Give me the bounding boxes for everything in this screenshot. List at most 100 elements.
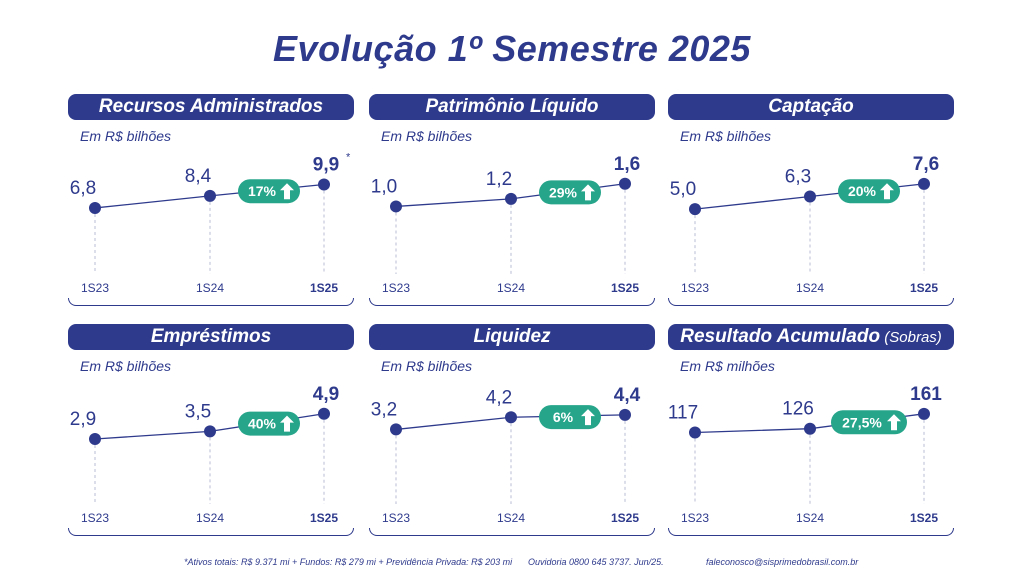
panel-bottom-bracket <box>68 528 354 536</box>
line-chart: 27,5% 117 1S23 126 1S24 161 1S25 <box>668 384 942 525</box>
arrow-up-icon <box>280 415 294 432</box>
data-point <box>918 177 930 190</box>
data-point <box>318 407 330 420</box>
chart-title-text: Recursos Administrados <box>98 96 324 117</box>
chart-title: Captação <box>668 94 954 120</box>
x-tick-label: 1S23 <box>681 281 709 295</box>
panel-bottom-bracket <box>668 528 954 536</box>
data-label: 9,9 <box>313 155 339 176</box>
data-point <box>804 190 816 203</box>
chart-title: Patrimônio Líquido <box>369 94 655 120</box>
growth-badge: 20% <box>838 179 900 204</box>
x-tick-label: 1S23 <box>382 281 410 295</box>
data-point <box>505 192 517 205</box>
data-point <box>204 425 216 438</box>
growth-label: 29% <box>549 184 578 200</box>
data-point <box>689 426 701 439</box>
arrow-up-icon <box>581 409 595 426</box>
page-title: Evolução 1º Semestre 2025 <box>273 28 751 69</box>
x-tick-label: 1S25 <box>910 511 938 525</box>
chart-title: Empréstimos <box>68 324 354 350</box>
growth-badge: 17% <box>238 179 300 204</box>
arrow-up-icon <box>880 183 894 200</box>
chart-title-text: Captação <box>768 96 854 117</box>
footnote-marker: * <box>346 152 351 164</box>
growth-label: 20% <box>848 183 877 199</box>
chart-panel: Captação Em R$ bilhões 20% 5,0 1S23 6,3 1S24 7,… <box>668 94 954 306</box>
unit-label: Em R$ bilhões <box>381 358 473 374</box>
unit-label: Em R$ bilhões <box>80 358 172 374</box>
chart-title-suffix: (Sobras) <box>880 329 942 346</box>
x-tick-label: 1S23 <box>382 511 410 525</box>
x-tick-label: 1S25 <box>611 511 639 525</box>
chart-title-text: Resultado Acumulado <box>680 326 881 347</box>
data-point <box>918 407 930 420</box>
data-label: 2,9 <box>70 409 96 430</box>
x-tick-label: 1S24 <box>196 281 224 295</box>
line-chart: 6% 3,2 1S23 4,2 1S24 4,4 1S25 <box>371 385 641 525</box>
x-tick-label: 1S25 <box>310 511 338 525</box>
data-point <box>204 189 216 202</box>
panel-bottom-bracket <box>68 298 354 306</box>
x-tick-label: 1S24 <box>196 511 224 525</box>
data-point <box>89 201 101 214</box>
line-chart: 29% 1,0 1S23 1,2 1S24 1,6 1S25 <box>371 154 640 295</box>
footer-ouvidoria: Ouvidoria 0800 645 3737. Jun/25. <box>528 557 664 567</box>
chart-panel: Patrimônio Líquido Em R$ bilhões 29% 1,0 1S2… <box>369 94 655 306</box>
x-tick-label: 1S24 <box>497 511 525 525</box>
chart-title: Liquidez <box>369 324 655 350</box>
data-label: 6,3 <box>785 167 811 188</box>
data-point <box>390 423 402 436</box>
x-tick-label: 1S23 <box>681 511 709 525</box>
arrow-up-icon <box>280 183 294 200</box>
x-tick-label: 1S24 <box>796 511 824 525</box>
panel-bottom-bracket <box>668 298 954 306</box>
data-label: 4,4 <box>614 385 641 406</box>
data-label: 1,2 <box>486 169 512 190</box>
data-point <box>804 422 816 435</box>
panel-bottom-bracket <box>369 298 655 306</box>
x-tick-label: 1S23 <box>81 511 109 525</box>
data-label: 117 <box>668 403 698 424</box>
unit-label: Em R$ bilhões <box>381 128 473 144</box>
data-point <box>689 203 701 216</box>
line-chart: 17% 6,8 1S23 8,4 1S24 9,9 * 1S25 <box>70 152 351 295</box>
data-point <box>390 200 402 213</box>
footer-email[interactable]: faleconosco@sisprimedobrasil.com.br <box>706 557 859 567</box>
data-label: 7,6 <box>913 154 939 175</box>
growth-badge: 29% <box>539 180 601 205</box>
x-tick-label: 1S24 <box>497 281 525 295</box>
chart-title-text: Liquidez <box>473 326 551 347</box>
x-tick-label: 1S25 <box>611 281 639 295</box>
data-label: 161 <box>910 384 942 405</box>
data-label: 1,0 <box>371 176 397 197</box>
data-point <box>619 408 631 421</box>
growth-label: 17% <box>248 183 277 199</box>
arrow-up-icon <box>887 414 901 431</box>
data-label: 6,8 <box>70 178 96 199</box>
unit-label: Em R$ bilhões <box>680 128 772 144</box>
chart-panel: Resultado Acumulado (Sobras) Em R$ milhõe… <box>668 324 954 536</box>
unit-label: Em R$ milhões <box>680 358 775 374</box>
chart-title: Recursos Administrados <box>68 94 354 120</box>
growth-badge: 27,5% <box>831 410 907 435</box>
data-label: 4,9 <box>313 384 339 405</box>
data-label: 5,0 <box>670 179 696 200</box>
footnote-total-assets: *Ativos totais: R$ 9.371 mi + Fundos: R$… <box>184 557 513 567</box>
data-label: 3,5 <box>185 401 211 422</box>
data-point <box>505 411 517 424</box>
growth-label: 40% <box>248 416 277 432</box>
chart-panel: Empréstimos Em R$ bilhões 40% 2,9 1S23 3,5 1S2… <box>68 324 354 536</box>
chart-panel: Liquidez Em R$ bilhões 6% 3,2 1S23 4,2 1S24 4,4… <box>369 324 655 536</box>
chart-title-text: Empréstimos <box>150 326 272 347</box>
growth-badge-bg <box>831 410 907 435</box>
arrow-up-icon <box>581 184 595 201</box>
chart-title-text: Patrimônio Líquido <box>425 96 599 117</box>
data-label: 3,2 <box>371 399 397 420</box>
panel-bottom-bracket <box>369 528 655 536</box>
data-point <box>89 432 101 445</box>
growth-label: 27,5% <box>842 414 882 430</box>
line-chart: 40% 2,9 1S23 3,5 1S24 4,9 1S25 <box>70 384 339 525</box>
unit-label: Em R$ bilhões <box>80 128 172 144</box>
x-tick-label: 1S25 <box>910 281 938 295</box>
